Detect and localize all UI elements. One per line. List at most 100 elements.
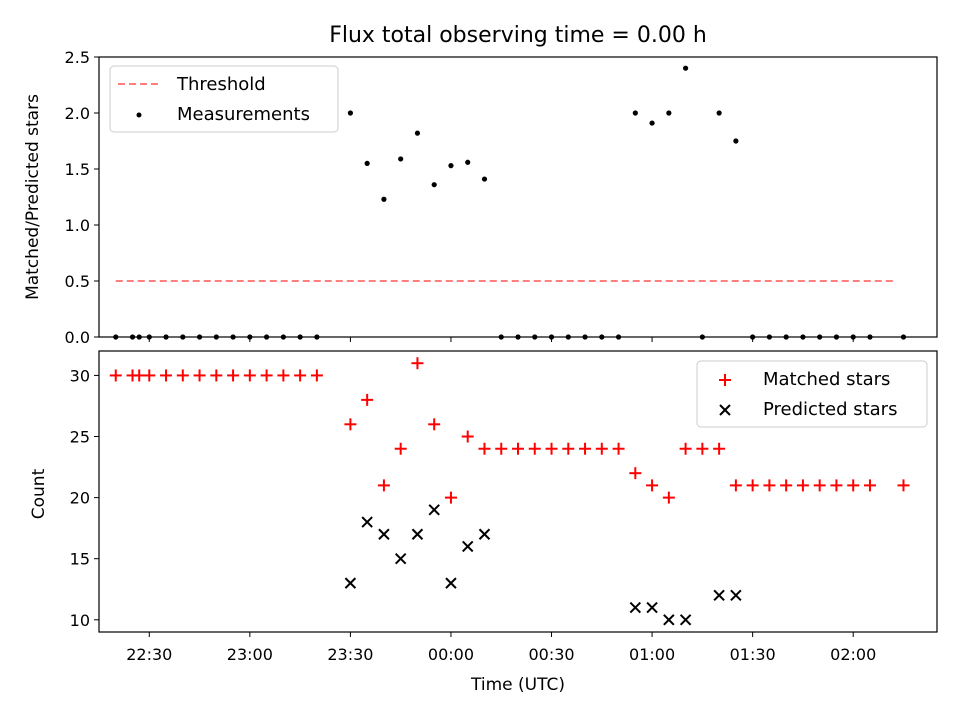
top-legend: Threshold Measurements xyxy=(109,65,339,133)
top-axes-frame xyxy=(98,56,938,338)
predicted-point xyxy=(394,552,407,565)
matched-point xyxy=(813,479,826,492)
matched-point xyxy=(495,442,508,455)
predicted-point xyxy=(361,516,373,528)
y-tick-label: 30 xyxy=(70,366,90,385)
measurement-point xyxy=(465,159,471,165)
matched-point xyxy=(227,369,240,382)
matched-point xyxy=(528,442,541,455)
predicted-point xyxy=(378,528,390,540)
predicted-point xyxy=(344,577,357,589)
legend-measurements-swatch xyxy=(136,112,142,118)
matched-point xyxy=(109,369,122,382)
legend-matched-swatch xyxy=(719,374,731,386)
predicted-point xyxy=(629,601,642,614)
matched-point xyxy=(394,442,407,455)
bottom-panel: 10 15 20 25 30 22:30 23:00 23:30 00:00 00:30 01:0… xyxy=(29,350,938,695)
bottom-y-axis-label: Count xyxy=(29,468,49,519)
matched-point xyxy=(595,442,608,455)
x-tick-label: 02:00 xyxy=(830,645,876,664)
matched-point xyxy=(133,369,146,382)
y-tick-label: 1.5 xyxy=(65,160,90,179)
bottom-axes-frame xyxy=(98,350,938,633)
matched-point xyxy=(545,442,558,455)
predicted-point xyxy=(445,577,457,589)
y-tick-label: 25 xyxy=(70,428,90,447)
legend-measurements-label: Measurements xyxy=(177,104,310,125)
predicted-point xyxy=(663,614,675,626)
measurement-point xyxy=(649,120,655,126)
matched-point xyxy=(377,479,390,492)
matched-point xyxy=(629,467,642,480)
bottom-y-ticks: 10 15 20 25 30 xyxy=(70,366,99,630)
matched-point xyxy=(294,369,307,382)
bottom-legend-box xyxy=(696,360,928,428)
matched-point xyxy=(243,369,256,382)
predicted-point xyxy=(478,528,491,540)
measurement-point xyxy=(431,182,437,188)
x-tick-label: 23:00 xyxy=(227,645,273,664)
top-legend-box xyxy=(109,65,339,133)
y-tick-label: 10 xyxy=(70,611,90,630)
y-tick-label: 0.0 xyxy=(65,328,90,347)
measurement-point xyxy=(716,110,722,116)
matched-point xyxy=(679,442,692,455)
measurement-point xyxy=(632,110,638,116)
chart-title: Flux total observing time = 0.00 h xyxy=(329,23,707,48)
x-tick-label: 00:00 xyxy=(428,645,474,664)
predicted-point xyxy=(462,540,474,553)
matched-point xyxy=(176,369,189,382)
matched-point xyxy=(780,479,793,492)
matched-point xyxy=(662,491,675,504)
matched-point xyxy=(461,430,474,443)
matched-point xyxy=(478,442,491,455)
matched-point xyxy=(444,491,457,504)
predicted-point xyxy=(646,601,658,614)
measurement-point xyxy=(398,156,404,162)
matched-point xyxy=(763,479,776,492)
predicted-point xyxy=(713,589,725,602)
y-tick-label: 0.5 xyxy=(65,272,90,291)
matched-point xyxy=(344,418,357,431)
matched-point xyxy=(646,479,659,492)
measurement-point xyxy=(481,176,488,182)
matched-point xyxy=(897,479,910,492)
matched-point xyxy=(210,369,223,382)
measurement-point xyxy=(683,65,689,71)
x-tick-label: 22:30 xyxy=(126,645,172,664)
y-tick-label: 1.0 xyxy=(65,216,90,235)
legend-predicted-label: Predicted stars xyxy=(763,399,897,420)
x-axis-label: Time (UTC) xyxy=(470,675,565,695)
matched-point xyxy=(160,369,173,382)
matched-point xyxy=(361,393,374,406)
matched-point xyxy=(411,357,424,370)
top-y-ticks: 0.0 0.5 1.0 1.5 2.0 2.5 xyxy=(65,48,99,347)
matched-point xyxy=(863,479,876,492)
top-y-axis-label: Matched/Predicted stars xyxy=(23,94,43,300)
measurement-point xyxy=(364,160,370,166)
matched-point xyxy=(277,369,290,382)
measurement-point xyxy=(347,110,353,116)
legend-matched-label: Matched stars xyxy=(763,369,890,390)
legend-threshold-label: Threshold xyxy=(176,74,266,95)
matched-point xyxy=(562,442,575,455)
y-tick-label: 15 xyxy=(70,550,90,569)
bottom-x-ticks: 22:30 23:00 23:30 00:00 00:30 01:00 01:30 02:00 xyxy=(126,632,876,664)
matched-point xyxy=(847,479,860,492)
x-tick-label: 01:30 xyxy=(730,645,776,664)
top-x-ticks xyxy=(148,337,854,342)
x-tick-label: 23:30 xyxy=(327,645,373,664)
matched-point xyxy=(746,479,759,492)
matched-point xyxy=(729,479,742,492)
predicted-point xyxy=(411,528,424,540)
x-tick-label: 01:00 xyxy=(629,645,675,664)
predicted-point xyxy=(679,614,692,626)
measurement-point xyxy=(733,138,739,144)
matched-point xyxy=(830,479,843,492)
predicted-point xyxy=(730,589,742,602)
top-panel: 0.0 0.5 1.0 1.5 2.0 2.5 Matched/Predicted sta… xyxy=(23,48,938,347)
matched-point xyxy=(512,442,524,455)
matched-point xyxy=(796,479,809,492)
measurement-point xyxy=(666,110,672,116)
